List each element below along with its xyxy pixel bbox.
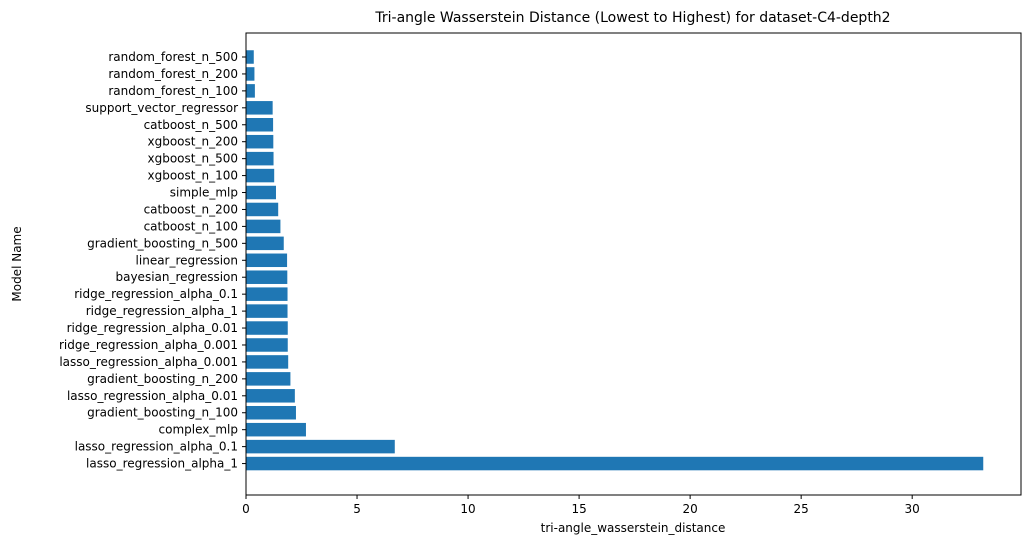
bar: [246, 67, 255, 81]
bar: [246, 134, 274, 149]
bar: [246, 304, 288, 318]
bar: [246, 202, 279, 217]
y-tick-label: bayesian_regression: [115, 270, 238, 284]
y-tick-label: ridge_regression_alpha_0.01: [67, 321, 238, 335]
bar: [246, 118, 274, 132]
y-tick-label: gradient_boosting_n_100: [87, 406, 238, 420]
bar: [246, 151, 274, 166]
x-tick-label: 25: [794, 502, 809, 516]
bar: [246, 50, 254, 64]
y-tick-label: xgboost_n_100: [148, 169, 239, 183]
bar: [246, 439, 395, 454]
y-tick-label: simple_mlp: [170, 186, 238, 200]
y-tick-label: xgboost_n_500: [148, 152, 239, 166]
y-tick-label: random_forest_n_100: [108, 84, 238, 98]
bar: [246, 456, 984, 471]
y-tick-label: ridge_regression_alpha_0.1: [74, 287, 238, 301]
chart-title: Tri-angle Wasserstein Distance (Lowest t…: [374, 10, 890, 26]
x-tick-label: 10: [460, 502, 475, 516]
bar: [246, 389, 295, 403]
y-tick-label: catboost_n_500: [144, 118, 238, 132]
bar: [246, 219, 281, 234]
y-tick-label: linear_regression: [136, 253, 238, 267]
y-tick-label: catboost_n_100: [144, 219, 238, 233]
bar: [246, 287, 288, 301]
y-axis-label: Model Name: [10, 226, 24, 301]
bar: [246, 101, 273, 115]
bar: [246, 185, 276, 200]
bar: [246, 355, 289, 369]
x-axis-ticks: 0 5 10 15 20 25 30: [242, 495, 920, 516]
y-tick-label: gradient_boosting_n_200: [87, 372, 238, 386]
bar: [246, 372, 291, 386]
bar: [246, 321, 288, 335]
bar: [246, 168, 275, 183]
y-tick-label: support_vector_regressor: [85, 101, 238, 115]
x-tick-label: 15: [571, 502, 586, 516]
bar: [246, 405, 296, 420]
y-tick-label: ridge_regression_alpha_0.001: [59, 338, 238, 352]
bar: [246, 338, 288, 352]
x-tick-label: 30: [905, 502, 920, 516]
y-tick-label: gradient_boosting_n_500: [87, 236, 238, 250]
bar: [246, 236, 284, 251]
x-tick-label: 5: [353, 502, 361, 516]
y-tick-label: catboost_n_200: [144, 202, 238, 216]
x-tick-label: 0: [242, 502, 250, 516]
y-tick-label: lasso_regression_alpha_0.01: [67, 389, 238, 403]
y-tick-label: random_forest_n_200: [108, 67, 238, 81]
y-axis-ticks: random_forest_n_500 random_forest_n_200ra…: [59, 50, 246, 471]
y-tick-label: xgboost_n_200: [148, 135, 239, 149]
y-tick-label: random_forest_n_500: [108, 50, 238, 64]
bars-group: [246, 50, 984, 471]
y-tick-label: lasso_regression_alpha_0.1: [75, 440, 238, 454]
y-tick-label: ridge_regression_alpha_1: [86, 304, 238, 318]
x-axis-label: tri-angle_wasserstein_distance: [541, 521, 726, 535]
y-tick-label: lasso_regression_alpha_0.001: [59, 355, 238, 369]
plot-frame: [245, 32, 1022, 496]
y-tick-label: complex_mlp: [159, 423, 239, 437]
y-tick-label: lasso_regression_alpha_1: [86, 457, 238, 471]
bar: [246, 270, 288, 284]
bar: [246, 422, 306, 437]
bar: [246, 253, 288, 268]
x-tick-label: 20: [682, 502, 697, 516]
bar: [246, 84, 255, 98]
